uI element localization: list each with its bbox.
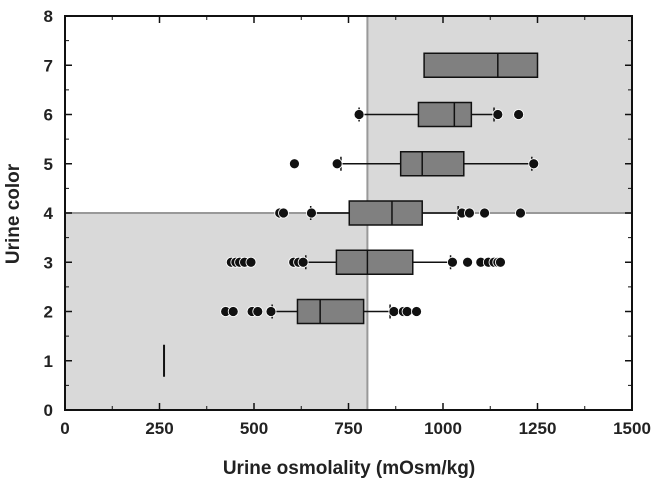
y-tick-label: 7 bbox=[44, 56, 53, 75]
outlier-point bbox=[447, 256, 458, 268]
box-color-6 bbox=[353, 101, 524, 128]
box-color-4 bbox=[274, 200, 526, 226]
box-iqr bbox=[348, 200, 423, 226]
outlier-point bbox=[495, 256, 506, 268]
y-tick-label: 8 bbox=[44, 7, 53, 26]
outlier-point bbox=[252, 306, 264, 317]
outlier-point bbox=[227, 306, 239, 317]
outlier-point bbox=[331, 158, 343, 170]
outlier-point bbox=[353, 109, 365, 120]
x-tick-label: 1500 bbox=[613, 419, 651, 438]
y-tick-label: 2 bbox=[44, 303, 53, 322]
box-iqr bbox=[417, 101, 473, 128]
outlier-point bbox=[528, 158, 540, 170]
outlier-point bbox=[464, 207, 475, 219]
outlier-point bbox=[462, 256, 473, 268]
outlier-point bbox=[401, 306, 413, 317]
box-color-2 bbox=[220, 298, 422, 325]
outlier-point bbox=[388, 306, 400, 317]
outlier-point bbox=[289, 158, 300, 170]
outlier-point bbox=[245, 256, 257, 268]
box-iqr bbox=[335, 249, 414, 275]
x-axis-label: Urine osmolality (mOsm/kg) bbox=[223, 458, 475, 479]
ticks-layer: 0 250 500 750 1000 1250 1500 0 1 2 3 4 5 6 7 8 bbox=[44, 7, 651, 438]
outlier-point bbox=[411, 306, 422, 317]
outlier-point bbox=[513, 109, 524, 120]
outlier-point bbox=[278, 207, 289, 219]
x-tick-label: 750 bbox=[334, 419, 362, 438]
x-tick-label: 1250 bbox=[519, 419, 557, 438]
box-color-7 bbox=[423, 52, 539, 78]
box-iqr bbox=[423, 52, 539, 78]
y-axis-label: Urine color bbox=[3, 163, 24, 264]
outlier-point bbox=[265, 306, 277, 317]
y-tick-label: 3 bbox=[44, 253, 53, 272]
y-tick-label: 1 bbox=[44, 352, 53, 371]
y-tick-label: 5 bbox=[44, 155, 53, 174]
outlier-point bbox=[492, 109, 504, 120]
x-tick-label: 250 bbox=[145, 419, 173, 438]
outlier-point bbox=[297, 256, 309, 268]
y-tick-label: 4 bbox=[44, 204, 54, 223]
outlier-point bbox=[306, 207, 317, 219]
box-color-5 bbox=[289, 151, 540, 177]
y-tick-label: 0 bbox=[44, 401, 53, 420]
boxes-layer bbox=[163, 52, 540, 377]
x-tick-label: 0 bbox=[60, 419, 69, 438]
y-tick-label: 6 bbox=[44, 106, 53, 125]
outlier-point bbox=[515, 207, 526, 219]
x-tick-label: 500 bbox=[240, 419, 268, 438]
box-iqr bbox=[296, 298, 365, 325]
x-tick-label: 1000 bbox=[424, 419, 462, 438]
outlier-point bbox=[479, 207, 490, 219]
box-iqr bbox=[399, 151, 465, 177]
box-color-3 bbox=[225, 249, 506, 275]
